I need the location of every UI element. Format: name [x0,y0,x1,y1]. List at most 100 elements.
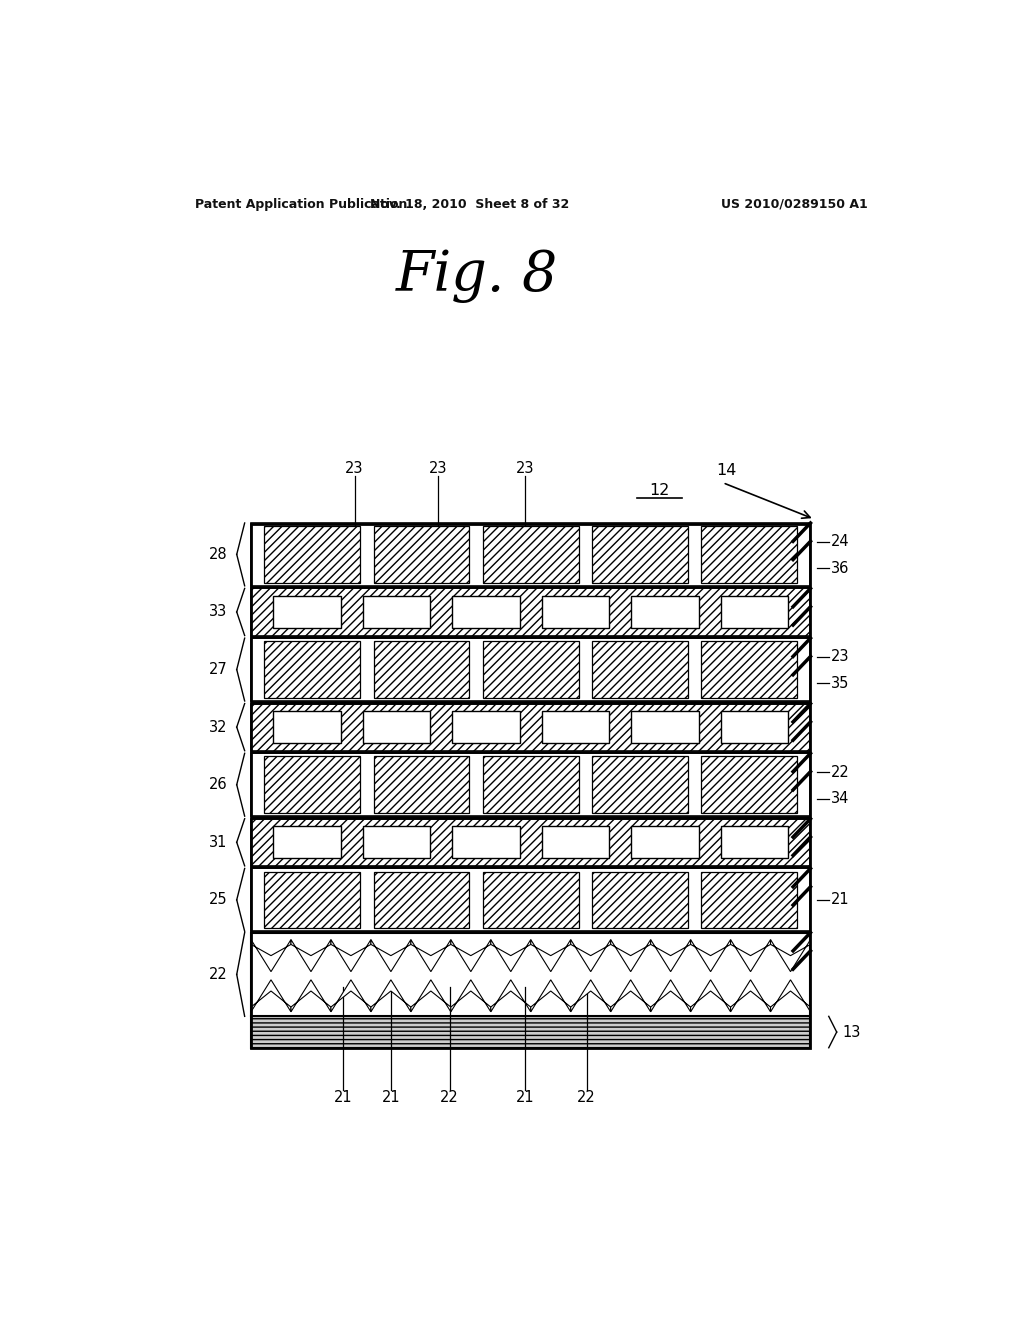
Text: Nov. 18, 2010  Sheet 8 of 32: Nov. 18, 2010 Sheet 8 of 32 [370,198,569,211]
Bar [251,638,810,701]
Bar [264,527,360,582]
Bar [632,826,698,858]
Bar [482,871,579,928]
Bar [453,826,519,858]
Bar [251,1016,810,1048]
Bar [453,595,519,628]
Text: 22: 22 [831,764,850,780]
Polygon shape [371,979,411,1012]
Bar [701,871,797,928]
Bar [592,527,688,582]
Bar [701,642,797,698]
Bar [542,826,609,858]
Bar [251,754,810,816]
Text: 24: 24 [831,535,850,549]
Bar [592,642,688,698]
Bar [592,756,688,813]
Polygon shape [251,940,291,972]
Bar [273,711,341,743]
Text: 26: 26 [209,777,227,792]
Text: 35: 35 [831,676,850,690]
Bar [251,701,810,704]
Text: 33: 33 [209,605,227,619]
Polygon shape [411,979,451,1012]
Text: 22: 22 [440,1090,459,1105]
Bar [374,871,469,928]
Bar [251,866,810,869]
Bar [264,756,360,813]
Polygon shape [690,979,730,1012]
Bar [251,589,810,635]
Text: 22: 22 [578,1090,596,1105]
Bar [251,869,810,932]
Polygon shape [650,940,690,972]
Polygon shape [570,979,610,1012]
Bar [251,524,810,1048]
Text: Patent Application Publication: Patent Application Publication [196,198,408,211]
Bar [251,818,810,866]
Bar [374,756,469,813]
Text: 23: 23 [831,649,850,664]
Bar [374,642,469,698]
Bar [273,826,341,858]
Polygon shape [291,979,331,1012]
Bar [721,595,788,628]
Text: 32: 32 [209,719,227,735]
Polygon shape [451,979,490,1012]
Polygon shape [530,940,570,972]
Text: 13: 13 [842,1024,860,1040]
Polygon shape [650,979,690,1012]
Polygon shape [490,979,530,1012]
Bar [251,751,810,754]
Polygon shape [610,979,650,1012]
Bar [251,523,810,586]
Bar [453,711,519,743]
Text: 14: 14 [717,463,736,478]
Text: 21: 21 [831,892,850,907]
Text: 36: 36 [831,561,850,576]
Bar [374,527,469,582]
Polygon shape [730,940,770,972]
Bar [482,756,579,813]
Bar [542,595,609,628]
Polygon shape [570,940,610,972]
Bar [362,826,430,858]
Text: 23: 23 [345,461,364,475]
Text: 21: 21 [382,1090,400,1105]
Bar [721,711,788,743]
Polygon shape [411,940,451,972]
Bar [251,635,810,638]
Bar [264,642,360,698]
Polygon shape [730,979,770,1012]
Bar [362,711,430,743]
Bar [362,595,430,628]
Bar [482,527,579,582]
Bar [542,711,609,743]
Bar [721,826,788,858]
Polygon shape [770,940,811,972]
Text: 21: 21 [516,1090,535,1105]
Bar [632,595,698,628]
Polygon shape [371,940,411,972]
Bar [701,527,797,582]
Polygon shape [291,940,331,972]
Bar [592,871,688,928]
Polygon shape [770,979,811,1012]
Bar [264,871,360,928]
Bar [482,642,579,698]
Text: 23: 23 [429,461,447,475]
Polygon shape [251,979,291,1012]
Bar [632,711,698,743]
Text: 27: 27 [209,663,227,677]
Polygon shape [331,940,371,972]
Polygon shape [610,940,650,972]
Text: US 2010/0289150 A1: US 2010/0289150 A1 [721,198,868,211]
Text: Fig. 8: Fig. 8 [396,248,558,302]
Text: 25: 25 [209,892,227,907]
Polygon shape [451,940,490,972]
Text: 22: 22 [209,968,227,982]
Text: 31: 31 [209,834,227,850]
Bar [251,816,810,818]
Bar [251,933,810,1016]
Bar [701,756,797,813]
